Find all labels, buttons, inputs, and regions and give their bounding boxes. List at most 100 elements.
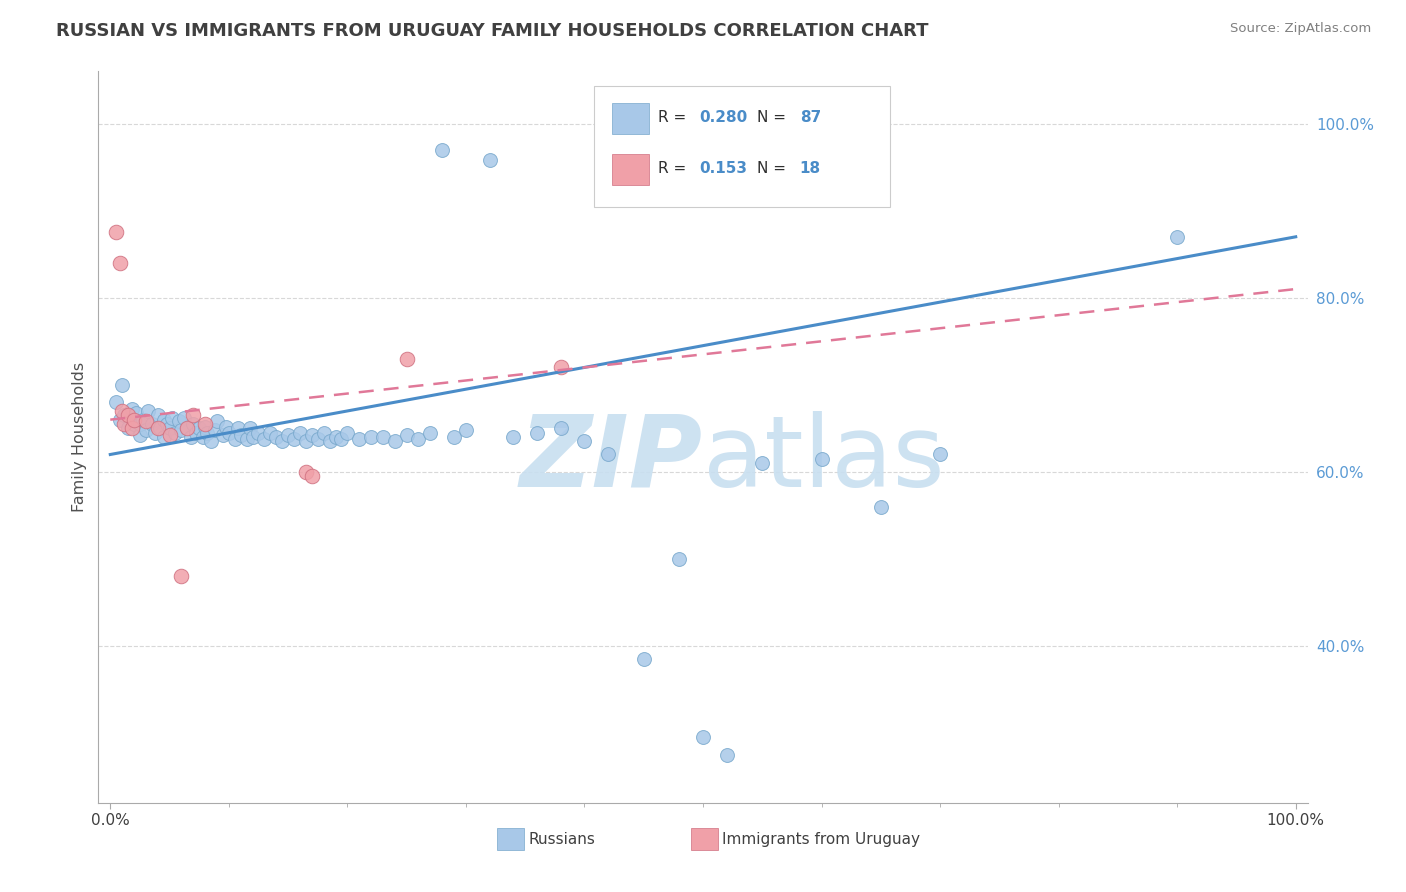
- Point: [181, 409, 204, 423]
- Point: [108, 256, 131, 270]
- Point: [318, 434, 340, 449]
- Bar: [613, 154, 648, 185]
- Text: atlas: atlas: [703, 410, 945, 508]
- Point: [111, 404, 134, 418]
- Y-axis label: Family Households: Family Households: [72, 362, 87, 512]
- Point: [598, 448, 620, 462]
- Text: RUSSIAN VS IMMIGRANTS FROM URUGUAY FAMILY HOUSEHOLDS CORRELATION CHART: RUSSIAN VS IMMIGRANTS FROM URUGUAY FAMIL…: [56, 22, 929, 40]
- Point: [125, 406, 148, 420]
- Point: [325, 430, 347, 444]
- Point: [146, 421, 169, 435]
- Text: 0.280: 0.280: [699, 110, 748, 125]
- Text: N =: N =: [758, 110, 792, 125]
- Point: [235, 432, 257, 446]
- Point: [204, 423, 226, 437]
- Point: [226, 421, 249, 435]
- Point: [176, 421, 198, 435]
- Point: [121, 402, 143, 417]
- Point: [167, 414, 190, 428]
- Point: [129, 428, 152, 442]
- Point: [156, 417, 179, 431]
- Point: [253, 432, 276, 446]
- Point: [212, 428, 235, 442]
- Point: [149, 421, 172, 435]
- Point: [215, 419, 238, 434]
- Point: [502, 430, 524, 444]
- Point: [288, 425, 311, 440]
- Point: [108, 412, 131, 426]
- Point: [117, 421, 139, 435]
- Point: [408, 432, 430, 446]
- Text: 18: 18: [800, 161, 821, 176]
- Point: [443, 430, 465, 444]
- Point: [360, 430, 382, 444]
- Point: [395, 351, 418, 366]
- Point: [129, 417, 152, 431]
- Text: 87: 87: [800, 110, 821, 125]
- Text: ZIP: ZIP: [520, 410, 703, 508]
- Point: [810, 451, 832, 466]
- Point: [668, 552, 690, 566]
- Point: [184, 425, 207, 440]
- Text: Immigrants from Uruguay: Immigrants from Uruguay: [723, 832, 921, 847]
- Text: R =: R =: [658, 161, 692, 176]
- Point: [312, 425, 335, 440]
- Point: [716, 747, 738, 762]
- Point: [259, 425, 281, 440]
- Point: [159, 421, 181, 435]
- Point: [347, 432, 370, 446]
- Point: [301, 428, 323, 442]
- Point: [224, 432, 246, 446]
- Point: [550, 421, 572, 435]
- Point: [146, 409, 169, 423]
- Point: [283, 432, 305, 446]
- Point: [181, 417, 204, 431]
- Point: [165, 425, 187, 440]
- Point: [114, 409, 136, 423]
- Point: [173, 411, 195, 425]
- Point: [1166, 229, 1188, 244]
- Bar: [498, 829, 524, 850]
- Point: [122, 412, 145, 426]
- Text: Source: ZipAtlas.com: Source: ZipAtlas.com: [1230, 22, 1371, 36]
- Point: [277, 428, 299, 442]
- Point: [135, 423, 157, 437]
- Point: [395, 428, 418, 442]
- Point: [122, 417, 145, 431]
- Point: [751, 456, 773, 470]
- Point: [247, 425, 270, 440]
- Point: [191, 430, 214, 444]
- Point: [295, 434, 318, 449]
- Point: [550, 360, 572, 375]
- Text: N =: N =: [758, 161, 792, 176]
- Text: Russians: Russians: [529, 832, 596, 847]
- Point: [170, 423, 193, 437]
- Point: [152, 412, 174, 426]
- Point: [869, 500, 891, 514]
- Point: [159, 428, 181, 442]
- Point: [132, 412, 155, 426]
- Text: R =: R =: [658, 110, 692, 125]
- Point: [229, 428, 252, 442]
- Point: [526, 425, 548, 440]
- Point: [136, 404, 159, 418]
- FancyBboxPatch shape: [595, 86, 890, 207]
- Point: [301, 469, 323, 483]
- Point: [143, 425, 166, 440]
- Point: [295, 465, 318, 479]
- Bar: [613, 103, 648, 134]
- Point: [371, 430, 394, 444]
- Point: [105, 395, 128, 409]
- Point: [478, 153, 501, 168]
- Point: [180, 430, 202, 444]
- Point: [135, 414, 157, 428]
- Point: [197, 425, 219, 440]
- Point: [307, 432, 329, 446]
- Point: [114, 417, 136, 431]
- Point: [384, 434, 406, 449]
- Point: [141, 417, 163, 431]
- Point: [419, 425, 441, 440]
- Point: [121, 421, 143, 435]
- Point: [194, 419, 217, 434]
- Point: [152, 430, 174, 444]
